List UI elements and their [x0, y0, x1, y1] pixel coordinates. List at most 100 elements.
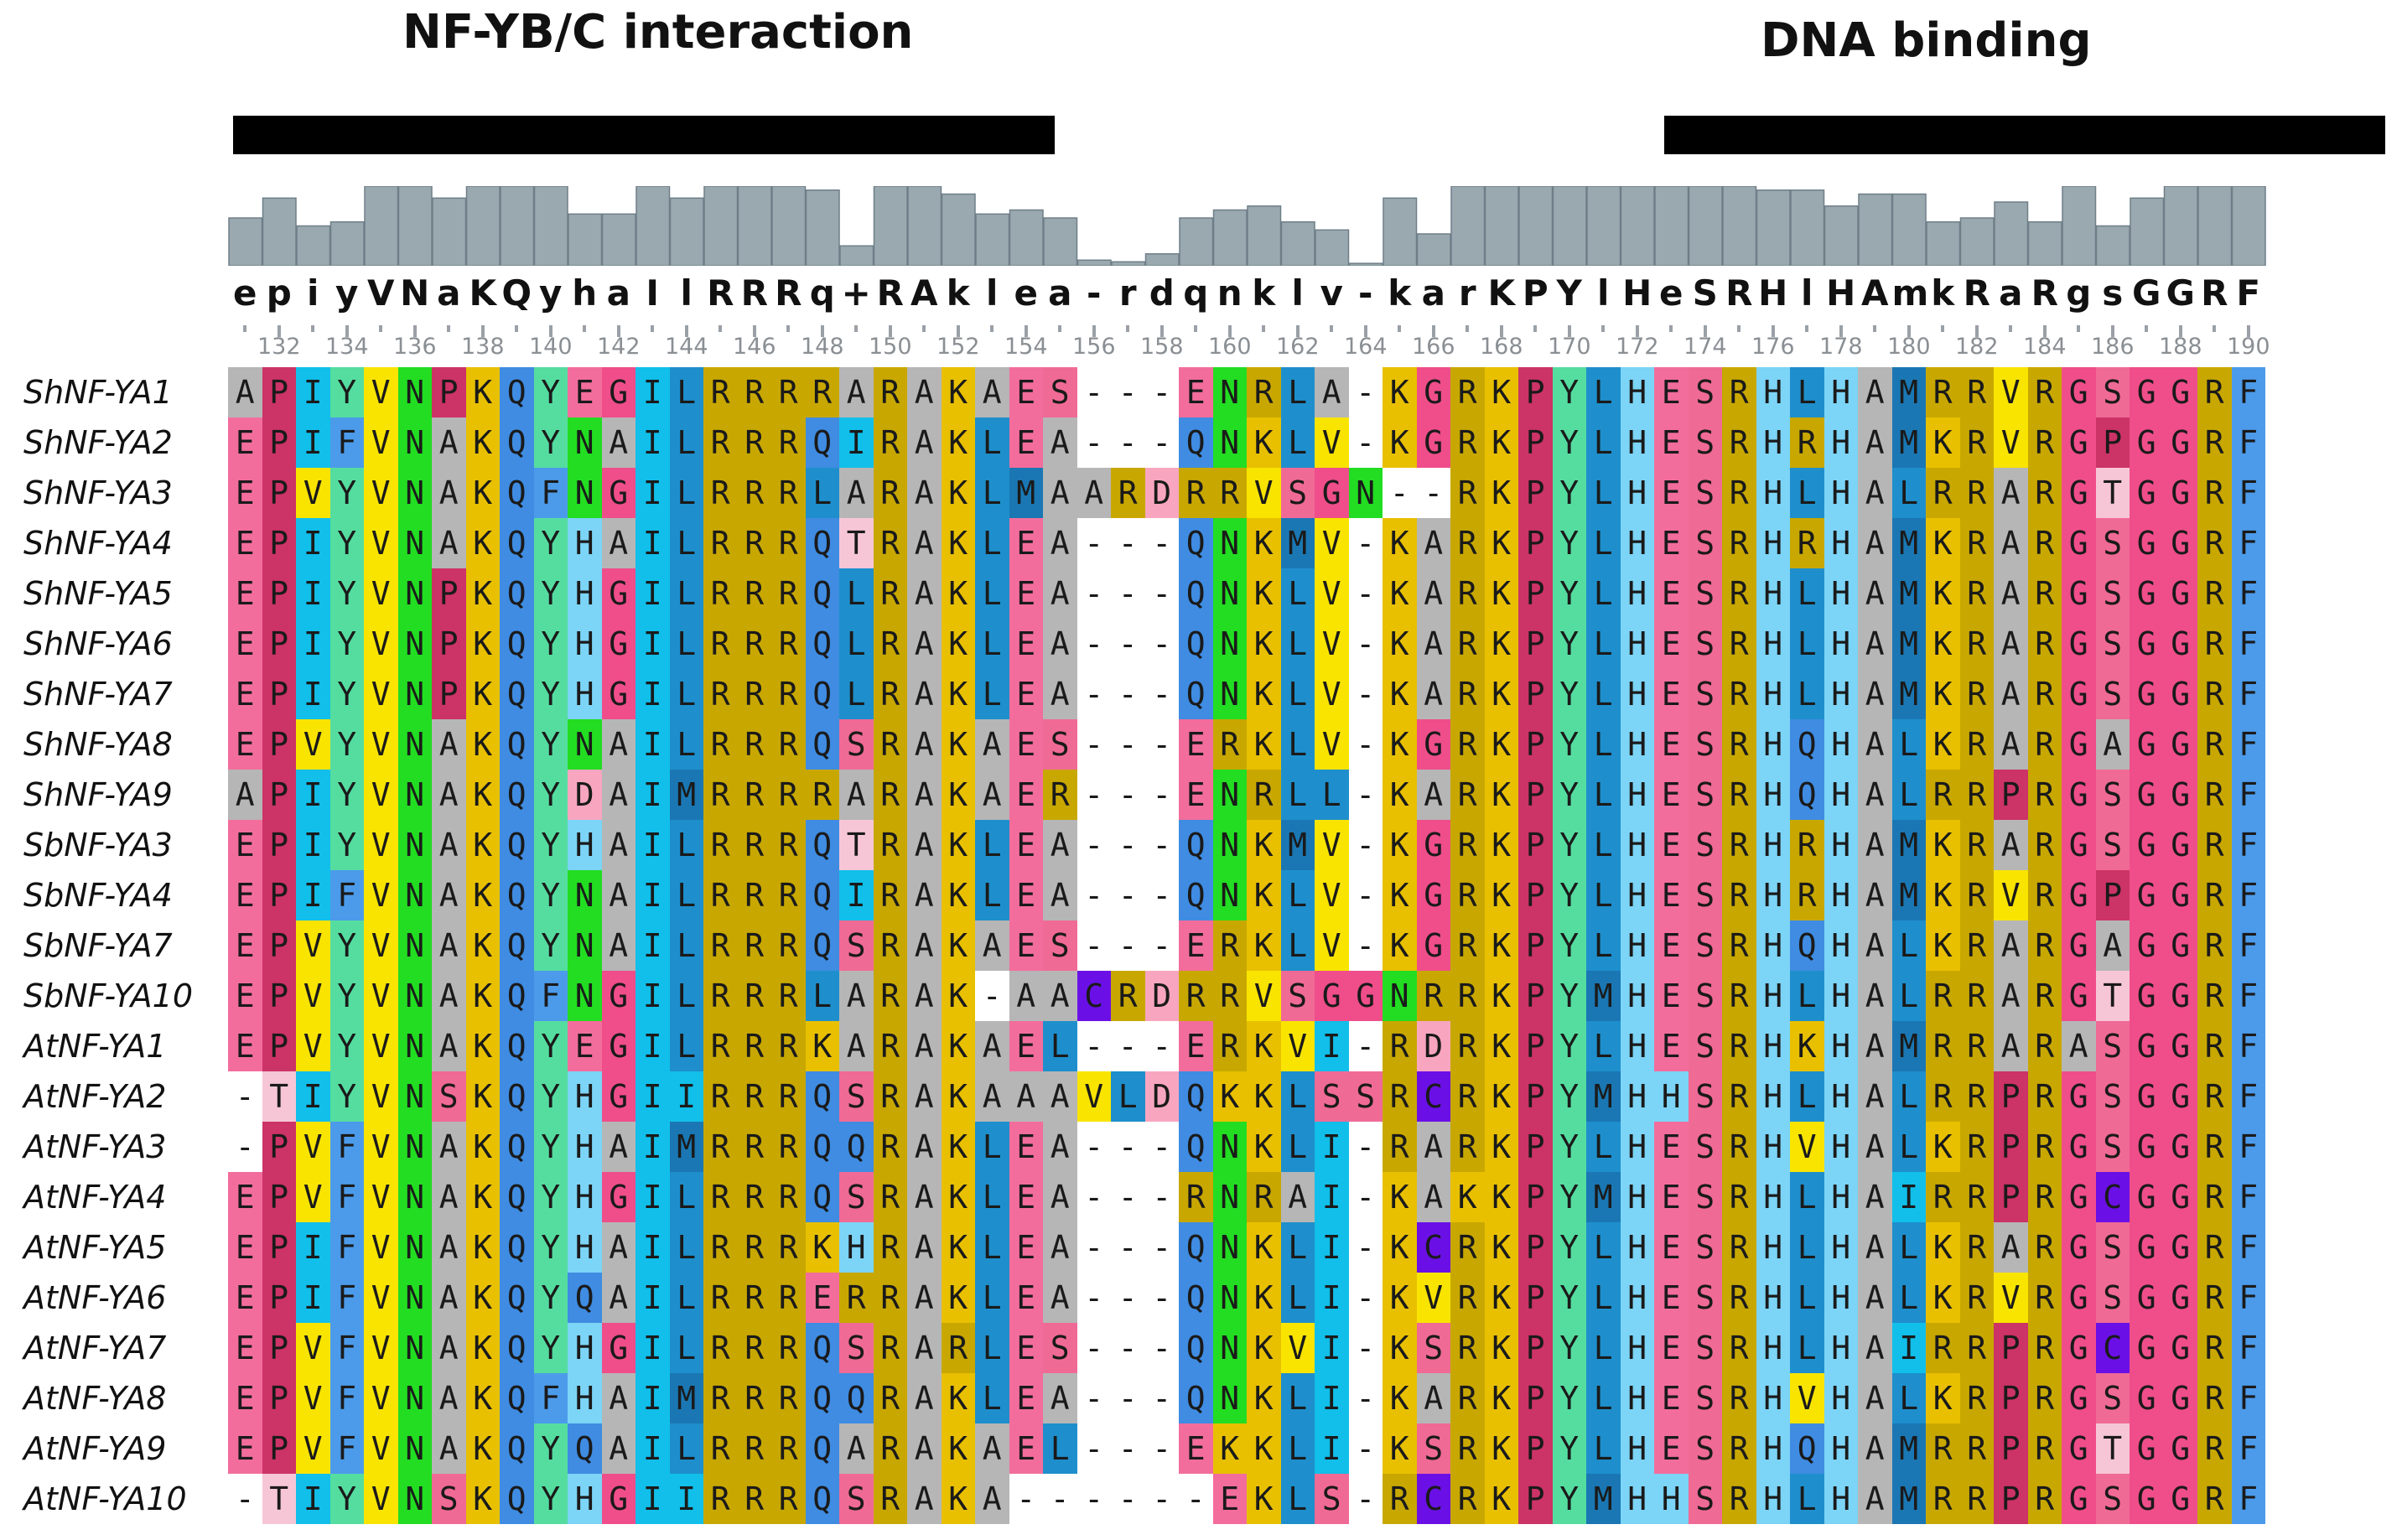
residue-cell: S: [2095, 1021, 2130, 1071]
residue-cell: A: [907, 1373, 942, 1423]
gap-cell: -: [1111, 770, 1145, 820]
consensus-residue: l: [1801, 272, 1813, 314]
residue-cell: L: [1586, 468, 1621, 518]
residue-cell: L: [975, 870, 1009, 920]
sequence-name: SbNF-YA10: [23, 977, 194, 1014]
ruler-tick: [922, 325, 926, 332]
residue-cell: I: [636, 1423, 670, 1474]
sequence-name: ShNF-YA1: [23, 374, 173, 411]
residue-cell: K: [1484, 669, 1518, 719]
ruler-label: 138: [460, 334, 505, 360]
residue-cell: H: [568, 1474, 602, 1524]
residue-cell: R: [1383, 1071, 1417, 1122]
residue-cell: K: [1383, 870, 1417, 920]
residue-cell: G: [2130, 1172, 2164, 1222]
residue-cell: S: [1315, 1474, 1349, 1524]
residue-cell: V: [364, 468, 398, 518]
gap-cell: -: [1144, 1021, 1179, 1071]
residue-cell: K: [941, 1474, 975, 1524]
residue-cell: N: [397, 870, 432, 920]
residue-cell: H: [1824, 1474, 1858, 1524]
residue-cell: H: [1620, 1273, 1654, 1323]
residue-cell: P: [262, 1172, 296, 1222]
consensus-residue: p: [266, 272, 292, 314]
residue-cell: P: [1518, 870, 1553, 920]
residue-cell: K: [1484, 820, 1518, 870]
residue-cell: A: [1858, 1071, 1892, 1122]
residue-cell: R: [737, 1122, 771, 1172]
residue-cell: Q: [805, 1373, 839, 1423]
gap-cell: -: [1348, 1122, 1383, 1172]
conservation-bar: [1790, 189, 1825, 266]
residue-cell: E: [1654, 1373, 1689, 1423]
consensus-residue: A: [1860, 272, 1889, 314]
residue-cell: A: [432, 518, 466, 568]
residue-cell: L: [1586, 1373, 1621, 1423]
residue-cell: H: [1824, 770, 1858, 820]
residue-cell: Y: [533, 1323, 568, 1373]
residue-cell: D: [1144, 971, 1179, 1021]
gap-cell: -: [1076, 669, 1111, 719]
residue-cell: R: [1212, 719, 1247, 770]
residue-cell: F: [2231, 468, 2265, 518]
conservation-bar: [636, 186, 671, 266]
ruler-label: 156: [1071, 334, 1116, 360]
residue-cell: R: [2197, 1323, 2232, 1373]
residue-cell: A: [1994, 920, 2028, 971]
residue-cell: K: [1383, 1222, 1417, 1273]
residue-cell: R: [771, 417, 806, 468]
conservation-histogram: [228, 186, 2266, 266]
residue-cell: E: [228, 568, 262, 619]
residue-cell: A: [432, 1273, 466, 1323]
residue-cell: T: [839, 820, 874, 870]
conservation-bar: [2231, 186, 2266, 266]
residue-cell: L: [1586, 770, 1621, 820]
ruler-tick: [1703, 325, 1707, 337]
gap-cell: -: [1179, 1474, 1213, 1524]
gap-cell: -: [1348, 568, 1383, 619]
residue-cell: R: [2027, 820, 2062, 870]
residue-cell: N: [397, 1172, 432, 1222]
residue-cell: Y: [1552, 568, 1586, 619]
residue-cell: K: [1926, 669, 1960, 719]
residue-cell: K: [1247, 568, 1281, 619]
residue-cell: S: [1688, 518, 1722, 568]
residue-cell: N: [397, 1323, 432, 1373]
ruler-tick: [1601, 325, 1606, 332]
residue-cell: G: [601, 367, 636, 417]
residue-cell: K: [465, 1222, 500, 1273]
residue-cell: H: [1756, 920, 1790, 971]
ruler-tick: [651, 325, 655, 332]
ruler-tick: [1159, 325, 1164, 337]
residue-cell: A: [601, 1423, 636, 1474]
residue-cell: Y: [533, 669, 568, 719]
residue-cell: Q: [1179, 820, 1213, 870]
residue-cell: G: [2062, 1323, 2096, 1373]
residue-cell: K: [465, 568, 500, 619]
residue-cell: G: [2130, 568, 2164, 619]
residue-cell: L: [1280, 1474, 1315, 1524]
residue-cell: I: [296, 568, 330, 619]
residue-cell: S: [1043, 1323, 1077, 1373]
residue-cell: A: [432, 820, 466, 870]
residue-cell: R: [873, 1122, 907, 1172]
residue-cell: N: [1348, 468, 1383, 518]
ruler-label: 146: [732, 334, 776, 360]
gap-cell: -: [1111, 920, 1145, 971]
residue-cell: A: [1416, 1373, 1450, 1423]
residue-cell: G: [2163, 1122, 2197, 1172]
residue-cell: Q: [1790, 770, 1824, 820]
residue-cell: S: [1280, 468, 1315, 518]
residue-cell: A: [907, 719, 942, 770]
residue-cell: R: [1959, 619, 1994, 669]
residue-cell: G: [2130, 920, 2164, 971]
residue-cell: R: [1959, 920, 1994, 971]
residue-cell: S: [839, 1323, 874, 1373]
residue-cell: V: [1994, 367, 2028, 417]
residue-cell: K: [465, 870, 500, 920]
ruler-label: 132: [257, 334, 301, 360]
conservation-bar: [1247, 205, 1282, 266]
residue-cell: G: [2130, 1222, 2164, 1273]
gap-cell: -: [1076, 1423, 1111, 1474]
residue-cell: G: [2130, 619, 2164, 669]
